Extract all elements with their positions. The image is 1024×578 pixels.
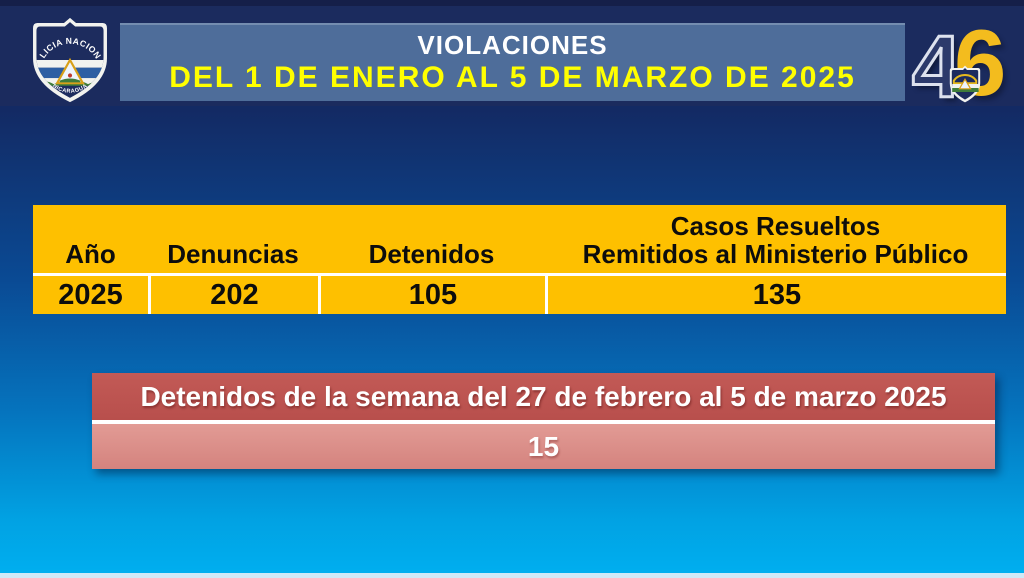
title-box: VIOLACIONES DEL 1 DE ENERO AL 5 DE MARZO… — [120, 23, 905, 101]
svg-text:NICARAGUA: NICARAGUA — [51, 83, 89, 95]
emblem-cap — [67, 73, 73, 78]
header-casos-line2: Remitidos al Ministerio Público — [582, 239, 969, 269]
header-casos-line1: Casos Resueltos — [670, 211, 881, 241]
anniversary-digit-4: 4 — [911, 17, 963, 116]
value-denuncias: 202 — [148, 276, 318, 314]
value-casos-resueltos: 135 — [545, 276, 1006, 314]
emblem-hills — [59, 78, 81, 83]
bottom-edge-strip — [0, 573, 1024, 578]
week-banner-title: Detenidos de la semana del 27 de febrero… — [92, 373, 995, 420]
top-edge-strip — [0, 0, 1024, 6]
value-ano: 2025 — [58, 278, 123, 311]
stats-table-data-row: 2025 202 105 135 — [33, 276, 1006, 314]
header-denuncias: Denuncias — [167, 239, 299, 269]
header-detenidos: Detenidos — [368, 239, 495, 269]
anniversary-46-logo: 4 6 — [911, 16, 1016, 116]
logo-arc-bottom-text: NICARAGUA — [51, 83, 88, 95]
triangle-emblem — [55, 57, 85, 85]
stats-table: Año Denuncias Detenidos Casos Resueltos … — [33, 205, 1006, 314]
week-banner-divider — [92, 420, 995, 424]
table-divider-line — [33, 273, 1006, 276]
policia-nacional-logo-icon: POLICIA NACIONAL NICARAGUA — [30, 17, 107, 103]
week-banner: Detenidos de la semana del 27 de febrero… — [92, 373, 995, 469]
slide-title: VIOLACIONES — [417, 30, 608, 60]
header-ano: Año — [65, 239, 116, 269]
week-banner-value: 15 — [92, 424, 995, 469]
header-casos-resueltos: Casos Resueltos Remitidos al Ministerio … — [545, 205, 1006, 273]
value-detenidos: 105 — [318, 276, 545, 314]
slide-subtitle: DEL 1 DE ENERO AL 5 DE MARZO DE 2025 — [169, 61, 856, 94]
anniversary-mini-shield-icon — [949, 65, 981, 103]
stats-table-header-row: Año Denuncias Detenidos Casos Resueltos … — [33, 205, 1006, 273]
